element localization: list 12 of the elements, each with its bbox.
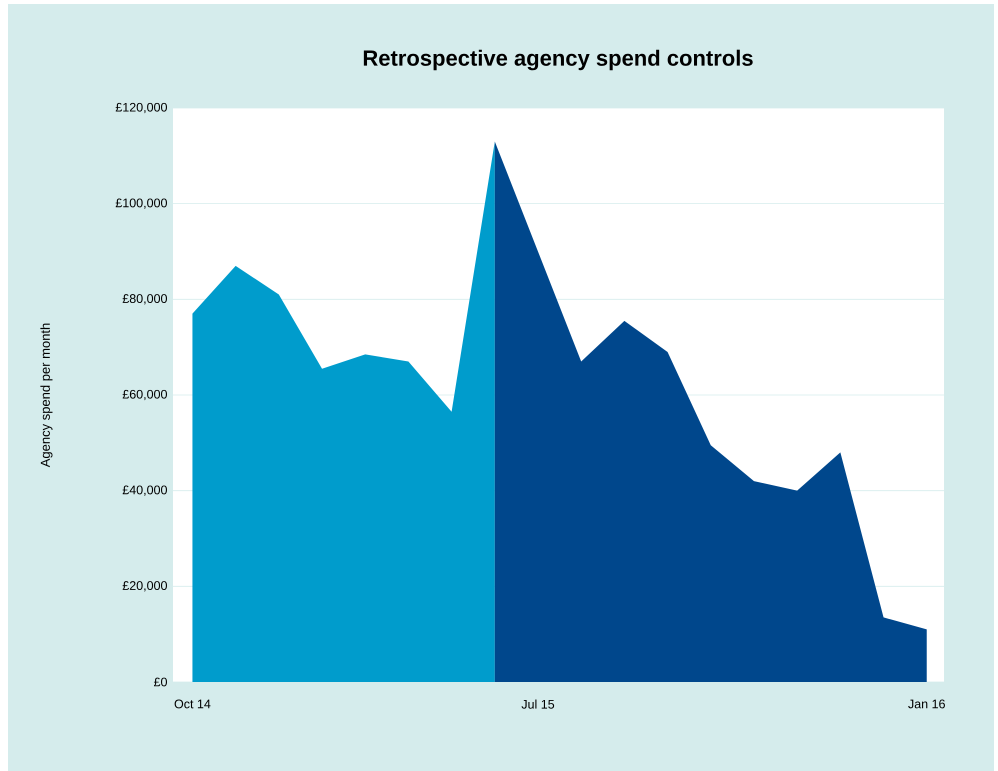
- y-tick-label: £0: [154, 678, 167, 686]
- y-tick-label: £100,000: [116, 198, 167, 209]
- y-tick-label: £60,000: [122, 390, 167, 400]
- x-tick-label: Jan 16: [908, 700, 945, 708]
- y-tick-label: £40,000: [122, 485, 167, 496]
- y-axis-title: Agency spend per month: [40, 324, 52, 468]
- x-tick-label: Oct 14: [174, 700, 210, 708]
- y-tick-label: £120,000: [116, 102, 167, 114]
- y-tick-label: £80,000: [122, 294, 167, 304]
- y-tick-label: £20,000: [122, 581, 167, 592]
- chart-title: Retrospective agency spend controls: [364, 50, 753, 70]
- x-tick-label: Jul 15: [522, 700, 554, 709]
